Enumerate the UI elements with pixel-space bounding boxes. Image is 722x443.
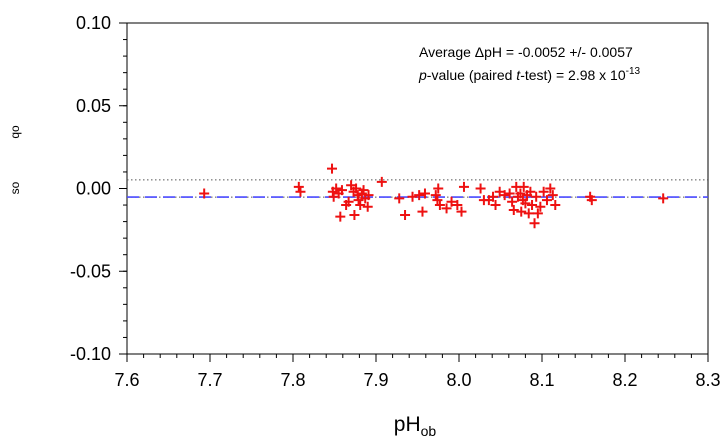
data-point — [434, 200, 445, 211]
data-point — [433, 183, 444, 194]
data-point — [407, 191, 418, 202]
data-point — [488, 191, 499, 202]
axis-ticks — [119, 22, 709, 362]
x-tick-label: 8.2 — [612, 370, 637, 390]
data-point — [545, 183, 556, 194]
data-point — [550, 200, 561, 211]
data-point — [525, 186, 536, 197]
data-point — [518, 181, 529, 192]
y-tick-label: 0.05 — [76, 96, 111, 116]
data-point — [523, 208, 534, 219]
x-tick-label: 8.1 — [529, 370, 554, 390]
data-point — [394, 193, 405, 204]
x-tick-label: 8.3 — [695, 370, 720, 390]
data-point — [343, 196, 354, 207]
data-point — [446, 196, 457, 207]
data-point — [295, 186, 306, 197]
data-point — [586, 195, 597, 206]
data-point — [547, 190, 558, 201]
data-point — [475, 183, 486, 194]
data-point — [527, 200, 538, 211]
x-tick-label: 7.6 — [114, 370, 139, 390]
y-tick-label: -0.10 — [70, 344, 111, 364]
data-point — [532, 208, 543, 219]
data-point — [520, 198, 531, 209]
data-point — [535, 201, 546, 212]
data-point — [441, 203, 452, 214]
data-point — [529, 218, 540, 229]
data-point — [538, 186, 549, 197]
annotation-average: Average ΔpH = -0.0052 +/- 0.0057 — [419, 44, 633, 60]
data-point — [327, 163, 338, 174]
data-point — [362, 201, 373, 212]
x-tick-label: 7.8 — [280, 370, 305, 390]
y-axis-fragment-top: qo — [8, 125, 22, 139]
data-point — [430, 190, 441, 201]
x-tick-label: 8.0 — [446, 370, 471, 390]
data-point — [355, 200, 366, 211]
data-point — [456, 206, 467, 217]
data-point — [458, 181, 469, 192]
data-point — [293, 181, 304, 192]
data-points — [199, 163, 669, 229]
data-point — [417, 206, 428, 217]
x-axis-title: pHob — [394, 413, 437, 438]
data-point — [351, 183, 362, 194]
data-point — [400, 209, 411, 220]
data-point — [499, 190, 510, 201]
y-axis-fragment-bottom: so — [8, 181, 22, 194]
data-point — [515, 188, 526, 199]
data-point — [541, 195, 552, 206]
data-point — [507, 196, 518, 207]
y-tick-label: 0.10 — [76, 13, 111, 33]
data-point — [363, 190, 374, 201]
x-tick-label: 7.7 — [197, 370, 222, 390]
data-point — [335, 211, 346, 222]
data-point — [349, 209, 360, 220]
data-point — [414, 190, 425, 201]
data-point — [516, 206, 527, 217]
y-tick-label: -0.05 — [70, 261, 111, 281]
data-point — [658, 193, 669, 204]
y-tick-label: 0.00 — [76, 179, 111, 199]
data-point — [452, 200, 463, 211]
data-point — [490, 200, 501, 211]
tick-labels: 7.6 7.7 7.8 7.9 8.0 8.1 8.2 8.3 -0.10 -0.05 0.00 0.… — [70, 13, 721, 390]
data-point — [199, 188, 210, 199]
annotation-pvalue: p-value (paired t-test) = 2.98 x 10-13 — [418, 66, 641, 83]
data-point — [419, 188, 430, 199]
data-point — [358, 185, 369, 196]
data-point — [504, 188, 515, 199]
data-point — [531, 191, 542, 202]
data-point — [336, 185, 347, 196]
data-point — [376, 176, 387, 187]
data-point — [353, 195, 364, 206]
data-point — [508, 205, 519, 216]
x-tick-label: 7.9 — [363, 370, 388, 390]
